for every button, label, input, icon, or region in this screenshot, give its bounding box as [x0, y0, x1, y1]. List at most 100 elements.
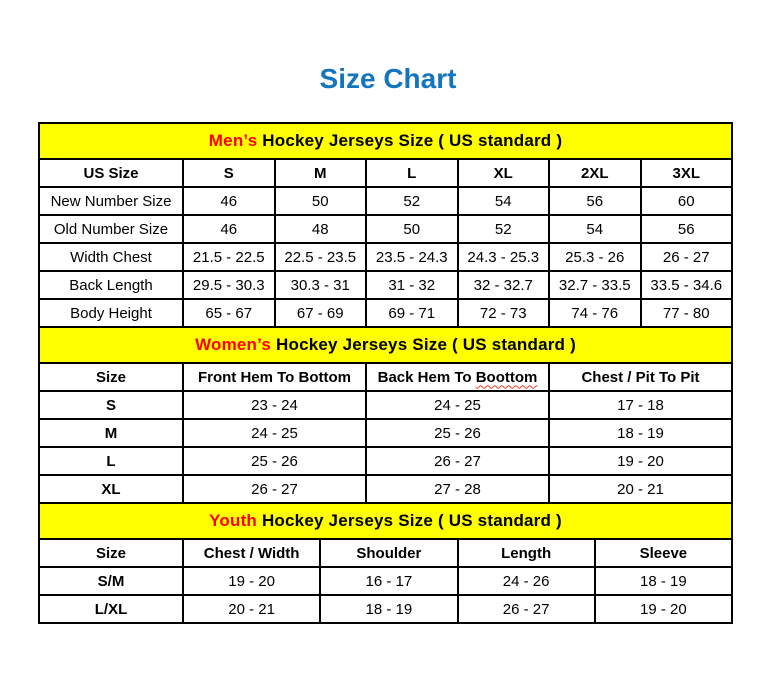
value-cell: 24 - 26 — [456, 566, 596, 596]
mens-header-m: M — [273, 158, 367, 188]
table-row: New Number Size 46 50 52 54 56 60 — [38, 186, 733, 216]
row-label: L — [38, 446, 184, 476]
value-cell: 19 - 20 — [181, 566, 322, 596]
value-cell: 30.3 - 31 — [273, 270, 367, 300]
table-row: L/XL 20 - 21 18 - 19 26 - 27 19 - 20 — [38, 594, 734, 624]
value-cell: 67 - 69 — [273, 298, 367, 328]
value-cell: 23.5 - 24.3 — [365, 242, 459, 272]
table-row: Width Chest 21.5 - 22.5 22.5 - 23.5 23.5… — [38, 242, 733, 272]
value-cell: 52 — [365, 186, 459, 216]
value-cell: 74 - 76 — [548, 298, 642, 328]
table-row: Body Height 65 - 67 67 - 69 69 - 71 72 -… — [38, 298, 733, 328]
row-label: S/M — [38, 566, 184, 596]
youth-header-row: Size Chest / Width Shoulder Length Sleev… — [38, 538, 734, 568]
youth-header-sleeve: Sleeve — [593, 538, 734, 568]
womens-header-size: Size — [38, 362, 184, 392]
value-cell: 24.3 - 25.3 — [456, 242, 550, 272]
womens-header-front-hem: Front Hem To Bottom — [182, 362, 367, 392]
table-row: Back Length 29.5 - 30.3 30.3 - 31 31 - 3… — [38, 270, 733, 300]
value-cell: 48 — [273, 214, 367, 244]
mens-header-2xl: 2XL — [548, 158, 642, 188]
value-cell: 46 — [182, 186, 276, 216]
table-row: S 23 - 24 24 - 25 17 - 18 — [38, 390, 733, 420]
value-cell: 26 - 27 — [182, 474, 367, 504]
value-cell: 17 - 18 — [548, 390, 733, 420]
table-row: M 24 - 25 25 - 26 18 - 19 — [38, 418, 733, 448]
row-label: Old Number Size — [38, 214, 184, 244]
womens-header-misspelled-word: Boottom — [475, 368, 538, 386]
row-label: M — [38, 418, 184, 448]
size-chart-tables: Men’s Hockey Jerseys Size ( US standard … — [38, 122, 734, 624]
value-cell: 46 — [182, 214, 276, 244]
value-cell: 29.5 - 30.3 — [182, 270, 276, 300]
value-cell: 50 — [273, 186, 367, 216]
value-cell: 56 — [639, 214, 733, 244]
table-row: L 25 - 26 26 - 27 19 - 20 — [38, 446, 733, 476]
page-title: Size Chart — [319, 63, 457, 94]
value-cell: 33.5 - 34.6 — [639, 270, 733, 300]
value-cell: 69 - 71 — [365, 298, 459, 328]
value-cell: 50 — [365, 214, 459, 244]
value-cell: 18 - 19 — [319, 594, 459, 624]
mens-header-l: L — [365, 158, 459, 188]
row-label: L/XL — [38, 594, 184, 624]
youth-header-size: Size — [38, 538, 184, 568]
womens-banner-text: Hockey Jerseys Size ( US standard ) — [271, 335, 576, 354]
youth-banner-row: Youth Hockey Jerseys Size ( US standard … — [38, 502, 733, 540]
womens-header-back-hem-prefix: Back Hem To — [377, 368, 476, 386]
value-cell: 25.3 - 26 — [548, 242, 642, 272]
mens-banner: Men’s Hockey Jerseys Size ( US standard … — [38, 122, 733, 160]
value-cell: 32 - 32.7 — [456, 270, 550, 300]
value-cell: 32.7 - 33.5 — [548, 270, 642, 300]
value-cell: 23 - 24 — [182, 390, 367, 420]
womens-banner-row: Women’s Hockey Jerseys Size ( US standar… — [38, 326, 733, 364]
row-label: Width Chest — [38, 242, 184, 272]
mens-header-s: S — [182, 158, 276, 188]
value-cell: 77 - 80 — [639, 298, 733, 328]
value-cell: 20 - 21 — [548, 474, 733, 504]
youth-banner: Youth Hockey Jerseys Size ( US standard … — [38, 502, 733, 540]
row-label: XL — [38, 474, 184, 504]
womens-size-table: Women’s Hockey Jerseys Size ( US standar… — [38, 326, 733, 504]
table-row: Old Number Size 46 48 50 52 54 56 — [38, 214, 733, 244]
value-cell: 24 - 25 — [182, 418, 367, 448]
value-cell: 26 - 27 — [456, 594, 596, 624]
value-cell: 60 — [639, 186, 733, 216]
row-label: New Number Size — [38, 186, 184, 216]
value-cell: 56 — [548, 186, 642, 216]
value-cell: 26 - 27 — [639, 242, 733, 272]
value-cell: 20 - 21 — [181, 594, 322, 624]
row-label: Back Length — [38, 270, 184, 300]
value-cell: 24 - 25 — [365, 390, 550, 420]
row-label: S — [38, 390, 184, 420]
value-cell: 25 - 26 — [182, 446, 367, 476]
value-cell: 19 - 20 — [548, 446, 733, 476]
value-cell: 21.5 - 22.5 — [182, 242, 276, 272]
mens-header-xl: XL — [456, 158, 550, 188]
mens-banner-row: Men’s Hockey Jerseys Size ( US standard … — [38, 122, 733, 160]
womens-header-row: Size Front Hem To Bottom Back Hem To Boo… — [38, 362, 733, 392]
value-cell: 26 - 27 — [365, 446, 550, 476]
value-cell: 65 - 67 — [182, 298, 276, 328]
mens-header-us-size: US Size — [38, 158, 184, 188]
table-row: S/M 19 - 20 16 - 17 24 - 26 18 - 19 — [38, 566, 734, 596]
youth-header-shoulder: Shoulder — [319, 538, 459, 568]
youth-size-table: Youth Hockey Jerseys Size ( US standard … — [38, 502, 734, 624]
value-cell: 18 - 19 — [548, 418, 733, 448]
womens-banner: Women’s Hockey Jerseys Size ( US standar… — [38, 326, 733, 364]
womens-header-back-hem: Back Hem To Boottom — [365, 362, 550, 392]
mens-size-table: Men’s Hockey Jerseys Size ( US standard … — [38, 122, 733, 328]
youth-banner-highlight: Youth — [209, 511, 258, 530]
value-cell: 72 - 73 — [456, 298, 550, 328]
womens-header-chest: Chest / Pit To Pit — [548, 362, 733, 392]
value-cell: 16 - 17 — [319, 566, 459, 596]
value-cell: 19 - 20 — [593, 594, 734, 624]
youth-banner-text: Hockey Jerseys Size ( US standard ) — [257, 511, 562, 530]
value-cell: 18 - 19 — [593, 566, 734, 596]
mens-header-3xl: 3XL — [639, 158, 733, 188]
row-label: Body Height — [38, 298, 184, 328]
table-row: XL 26 - 27 27 - 28 20 - 21 — [38, 474, 733, 504]
mens-banner-text: Hockey Jerseys Size ( US standard ) — [257, 131, 563, 150]
youth-header-chest: Chest / Width — [181, 538, 322, 568]
mens-banner-highlight: Men’s — [208, 131, 258, 150]
